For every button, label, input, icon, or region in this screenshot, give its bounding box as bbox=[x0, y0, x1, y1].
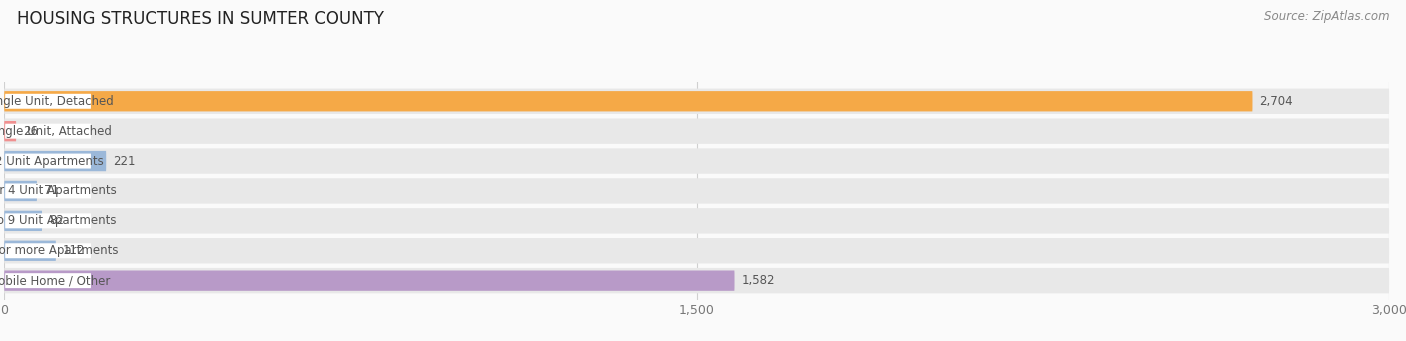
FancyBboxPatch shape bbox=[6, 183, 91, 198]
FancyBboxPatch shape bbox=[4, 208, 1389, 234]
FancyBboxPatch shape bbox=[4, 181, 37, 201]
FancyBboxPatch shape bbox=[4, 121, 17, 141]
Text: Single Unit, Attached: Single Unit, Attached bbox=[0, 125, 111, 138]
Text: Single Unit, Detached: Single Unit, Detached bbox=[0, 95, 114, 108]
FancyBboxPatch shape bbox=[6, 273, 91, 288]
Text: 3 or 4 Unit Apartments: 3 or 4 Unit Apartments bbox=[0, 184, 117, 197]
Text: 71: 71 bbox=[44, 184, 59, 197]
Text: 2 Unit Apartments: 2 Unit Apartments bbox=[0, 154, 104, 167]
Text: 26: 26 bbox=[22, 125, 38, 138]
Text: 2,704: 2,704 bbox=[1260, 95, 1294, 108]
FancyBboxPatch shape bbox=[4, 91, 1253, 112]
Text: Mobile Home / Other: Mobile Home / Other bbox=[0, 274, 110, 287]
Text: 10 or more Apartments: 10 or more Apartments bbox=[0, 244, 118, 257]
Text: HOUSING STRUCTURES IN SUMTER COUNTY: HOUSING STRUCTURES IN SUMTER COUNTY bbox=[17, 10, 384, 28]
FancyBboxPatch shape bbox=[4, 151, 107, 171]
FancyBboxPatch shape bbox=[4, 241, 56, 261]
FancyBboxPatch shape bbox=[4, 238, 1389, 264]
FancyBboxPatch shape bbox=[6, 213, 91, 228]
Text: 1,582: 1,582 bbox=[741, 274, 775, 287]
FancyBboxPatch shape bbox=[4, 211, 42, 231]
FancyBboxPatch shape bbox=[4, 270, 734, 291]
FancyBboxPatch shape bbox=[6, 243, 91, 258]
Text: Source: ZipAtlas.com: Source: ZipAtlas.com bbox=[1264, 10, 1389, 23]
FancyBboxPatch shape bbox=[6, 153, 91, 168]
Text: 5 to 9 Unit Apartments: 5 to 9 Unit Apartments bbox=[0, 214, 117, 227]
FancyBboxPatch shape bbox=[4, 148, 1389, 174]
Text: 82: 82 bbox=[49, 214, 63, 227]
Text: 112: 112 bbox=[63, 244, 86, 257]
Text: 221: 221 bbox=[112, 154, 135, 167]
FancyBboxPatch shape bbox=[6, 124, 91, 139]
FancyBboxPatch shape bbox=[4, 268, 1389, 293]
FancyBboxPatch shape bbox=[4, 118, 1389, 144]
FancyBboxPatch shape bbox=[6, 94, 91, 109]
FancyBboxPatch shape bbox=[4, 178, 1389, 204]
FancyBboxPatch shape bbox=[4, 89, 1389, 114]
